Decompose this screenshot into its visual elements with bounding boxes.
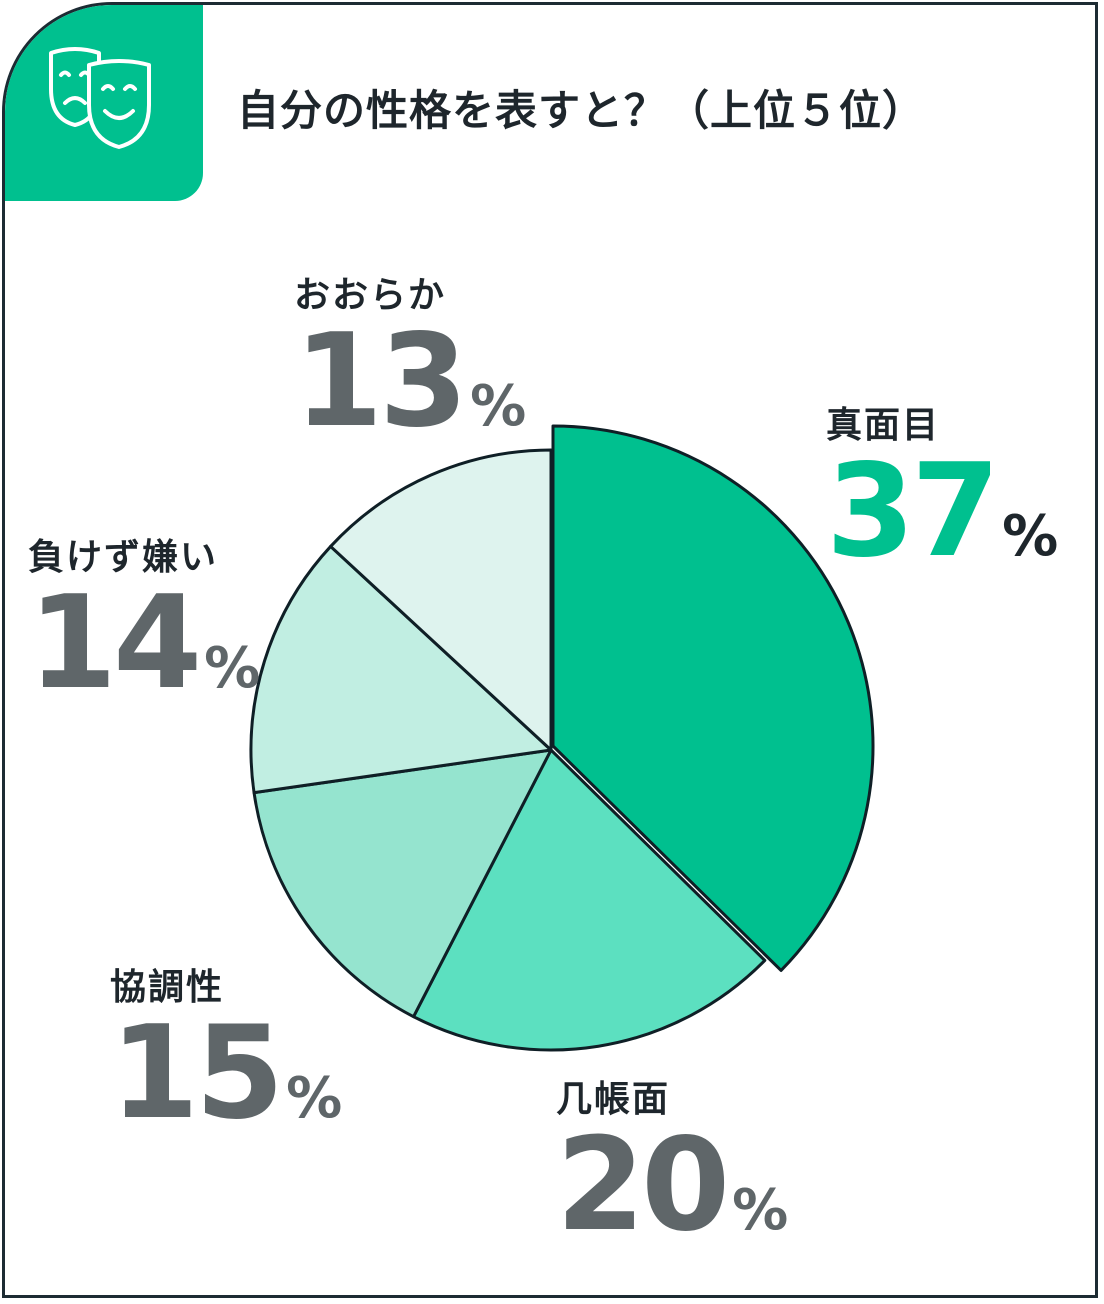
page-title: 自分の性格を表すと？（上位５位）: [237, 86, 926, 135]
percent-sign: %: [204, 636, 261, 701]
label-kichoumen: 几帳面 20%: [556, 1070, 788, 1250]
slice-value: 37: [826, 437, 1000, 586]
percent-sign: %: [1002, 504, 1059, 569]
label-majime: 真面目 37%: [826, 396, 1058, 576]
slice-kyouchousei: [252, 748, 553, 1019]
slice-ooraka: [329, 448, 553, 752]
label-kyouchousei: 協調性 15%: [110, 958, 342, 1138]
slice-label: 協調性: [110, 967, 225, 1008]
slice-value: 14: [28, 569, 202, 718]
slice-majime: [551, 424, 875, 972]
percent-sign: %: [286, 1066, 343, 1131]
slice-value: 15: [110, 999, 284, 1148]
slice-makezugirai: [249, 544, 553, 795]
slice-label: 几帳面: [556, 1079, 671, 1120]
percent-sign: %: [470, 374, 527, 439]
label-ooraka: おおらか 13%: [294, 266, 526, 446]
slice-label: おおらか: [294, 275, 447, 316]
label-makezugirai: 負けず嫌い 14%: [28, 528, 260, 708]
theater-masks-icon: [49, 47, 151, 149]
slice-value: 20: [556, 1111, 730, 1260]
slice-kichoumen: [412, 748, 767, 1052]
slice-value: 13: [294, 307, 468, 456]
header-badge: [5, 5, 203, 201]
percent-sign: %: [732, 1178, 789, 1243]
slice-label: 負けず嫌い: [28, 537, 219, 578]
slice-label: 真面目: [826, 405, 941, 446]
